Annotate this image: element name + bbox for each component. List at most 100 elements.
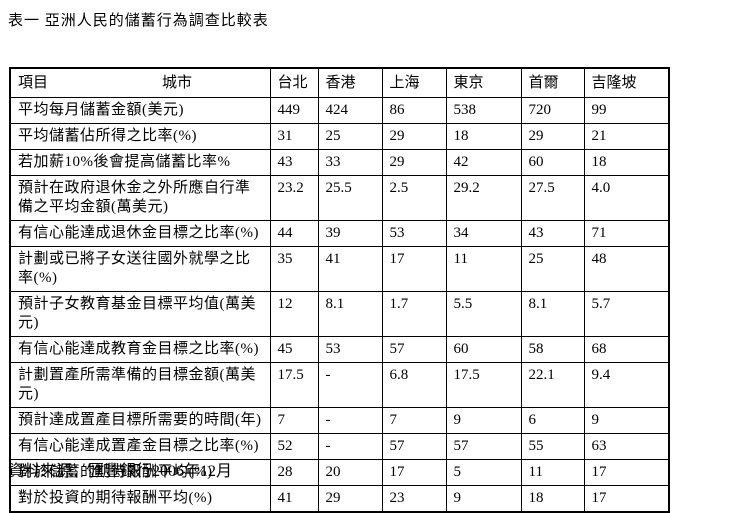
value-cell: 424: [317, 97, 383, 124]
value-cell: 86: [381, 97, 447, 124]
value-cell: 41: [317, 246, 383, 292]
value-cell: 7: [269, 407, 319, 434]
value-cell: 5.7: [583, 291, 670, 337]
row-label-cell: 預計子女教育基金目標平均值(萬美元): [9, 291, 271, 337]
row-label-cell: 平均每月儲蓄金額(美元): [9, 97, 271, 124]
value-cell: 449: [269, 97, 319, 124]
value-cell: 44: [269, 220, 319, 247]
value-cell: 17: [381, 246, 447, 292]
value-cell: 2.5: [381, 175, 447, 221]
value-cell: 11: [445, 246, 522, 292]
city-column-header: 東京: [445, 67, 522, 98]
table-row: 平均儲蓄佔所得之比率(%) 31 25 29 18 29 21: [9, 123, 670, 150]
value-cell: -: [317, 433, 383, 460]
value-cell: 29: [381, 149, 447, 176]
value-cell: 45: [269, 336, 319, 363]
value-cell: 8.1: [520, 291, 585, 337]
value-cell: 21: [583, 123, 670, 150]
value-cell: 25.5: [317, 175, 383, 221]
value-cell: 63: [583, 433, 670, 460]
table-title: 表一 亞洲人民的儲蓄行為調查比較表: [8, 13, 269, 29]
value-cell: 9.4: [583, 362, 670, 408]
row-label-cell: 計劃或已將子女送往國外就學之比率(%): [9, 246, 271, 292]
table-row: 預計在政府退休金之外所應自行準備之平均金額(萬美元) 23.2 25.5 2.5 29.…: [9, 175, 670, 221]
value-cell: 60: [520, 149, 585, 176]
corner-header-cell: 項目 城市: [9, 67, 271, 98]
table-row: 對於儲蓄的期待報酬平均(%) 28 20 17 5 11 17: [9, 459, 670, 486]
value-cell: 39: [317, 220, 383, 247]
row-label-cell: 預計達成置產目標所需要的時間(年): [9, 407, 271, 434]
value-cell: 29.2: [445, 175, 522, 221]
value-cell: 11: [520, 459, 585, 486]
row-label-cell: 平均儲蓄佔所得之比率(%): [9, 123, 271, 150]
value-cell: 25: [520, 246, 585, 292]
value-cell: 42: [445, 149, 522, 176]
table-row: 計劃或已將子女送往國外就學之比率(%) 35 41 17 11 25 48: [9, 246, 670, 292]
value-cell: 1.7: [381, 291, 447, 337]
value-cell: 57: [381, 433, 447, 460]
city-column-header: 上海: [381, 67, 447, 98]
value-cell: 22.1: [520, 362, 585, 408]
value-cell: 9: [445, 485, 522, 513]
value-cell: 17.5: [269, 362, 319, 408]
table-row: 若加薪10%後會提高儲蓄比率% 43 33 29 42 60 18: [9, 149, 670, 176]
table-body: 平均每月儲蓄金額(美元) 449 424 86 538 720 99 平均儲蓄佔所得之比率(%…: [9, 97, 670, 513]
value-cell: 29: [381, 123, 447, 150]
value-cell: 53: [381, 220, 447, 247]
value-cell: 12: [269, 291, 319, 337]
value-cell: 7: [381, 407, 447, 434]
value-cell: -: [317, 362, 383, 408]
value-cell: 35: [269, 246, 319, 292]
value-cell: 23: [381, 485, 447, 513]
value-cell: 4.0: [583, 175, 670, 221]
value-cell: 25: [317, 123, 383, 150]
table-row: 有信心能達成置產金目標之比率(%) 52-57 57 55 63: [9, 433, 670, 460]
city-header-label: 城市: [162, 75, 193, 91]
city-column-header: 台北: [269, 67, 319, 98]
header-row: 項目 城市 台北 香港 上海 東京 首爾 吉隆坡: [9, 67, 670, 98]
value-cell: 5.5: [445, 291, 522, 337]
value-cell: 99: [583, 97, 670, 124]
item-header-label: 項目: [18, 75, 49, 91]
table-row: 對於投資的期待報酬平均(%) 41 29 23 9 18 17: [9, 485, 670, 513]
value-cell: 17.5: [445, 362, 522, 408]
savings-behavior-comparison-table: 項目 城市 台北 香港 上海 東京 首爾 吉隆坡 平均每月儲蓄金額(美元) 449 424 86…: [9, 67, 670, 513]
row-label-cell: 計劃置產所需準備的目標金額(萬美元): [9, 362, 271, 408]
row-label-cell: 有信心能達成置產金目標之比率(%): [9, 433, 271, 460]
value-cell: 57: [445, 433, 522, 460]
value-cell: 6: [520, 407, 585, 434]
value-cell: 20: [317, 459, 383, 486]
table-row: 預計達成置產目標所需要的時間(年) 7-7 9 6 9: [9, 407, 670, 434]
value-cell: 57: [381, 336, 447, 363]
value-cell: 31: [269, 123, 319, 150]
row-label-cell: 有信心能達成教育金目標之比率(%): [9, 336, 271, 363]
city-column-header: 吉隆坡: [583, 67, 670, 98]
value-cell: 68: [583, 336, 670, 363]
value-cell: 17: [583, 459, 670, 486]
value-cell: 6.8: [381, 362, 447, 408]
value-cell: 53: [317, 336, 383, 363]
table-row: 計劃置產所需準備的目標金額(萬美元) 17.5-6.8 17.5 22.1 9.4: [9, 362, 670, 408]
table-row: 有信心能達成教育金目標之比率(%) 45 53 57 60 58 68: [9, 336, 670, 363]
table-row: 平均每月儲蓄金額(美元) 449 424 86 538 720 99: [9, 97, 670, 124]
city-column-header: 香港: [317, 67, 383, 98]
value-cell: 17: [381, 459, 447, 486]
value-cell: 43: [520, 220, 585, 247]
value-cell: 8.1: [317, 291, 383, 337]
row-label-cell: 有信心能達成退休金目標之比率(%): [9, 220, 271, 247]
value-cell: 41: [269, 485, 319, 513]
value-cell: 18: [583, 149, 670, 176]
value-cell: 27.5: [520, 175, 585, 221]
value-cell: 48: [583, 246, 670, 292]
value-cell: 5: [445, 459, 522, 486]
data-source-note: 資料來源：匯豐銀行2006年12月: [8, 463, 233, 480]
value-cell: 71: [583, 220, 670, 247]
value-cell: 28: [269, 459, 319, 486]
value-cell: 60: [445, 336, 522, 363]
value-cell: 538: [445, 97, 522, 124]
value-cell: 9: [583, 407, 670, 434]
value-cell: 33: [317, 149, 383, 176]
value-cell: 9: [445, 407, 522, 434]
value-cell: 17: [583, 485, 670, 513]
value-cell: 52: [269, 433, 319, 460]
